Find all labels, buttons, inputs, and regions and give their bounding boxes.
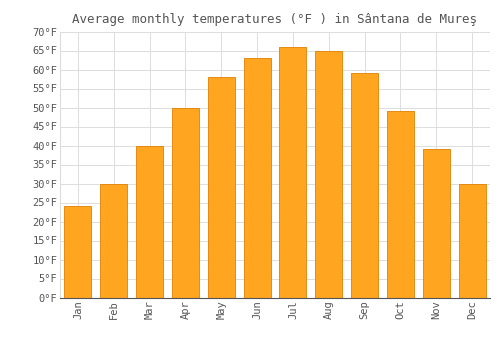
Bar [316,50,342,298]
Title: Average monthly temperatures (°F ) in Sântana de Mureş: Average monthly temperatures (°F ) in Sâ… [72,13,477,26]
Bar [423,149,450,298]
Bar [280,47,306,298]
Bar [244,58,270,298]
Bar [100,183,127,298]
Bar [172,107,199,298]
Bar [136,146,163,298]
Bar [64,206,92,298]
Bar [387,111,414,298]
Bar [458,183,485,298]
Bar [351,73,378,298]
Bar [208,77,234,298]
